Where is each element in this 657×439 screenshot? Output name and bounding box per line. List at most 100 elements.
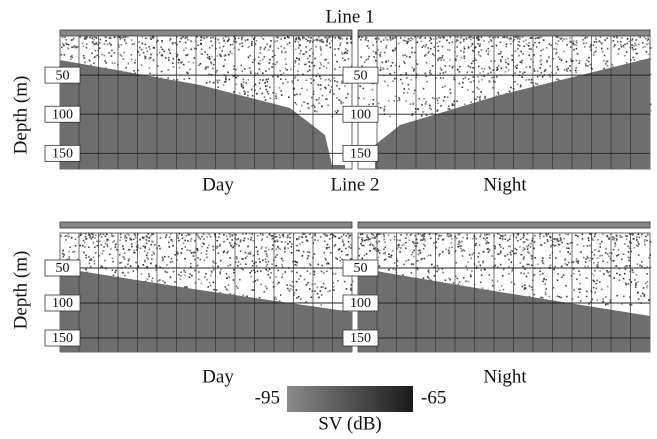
echo-dot — [449, 108, 451, 110]
echo-dot — [304, 64, 306, 66]
echo-dot — [311, 297, 313, 299]
echo-dot — [537, 76, 539, 78]
echo-dot — [400, 247, 402, 249]
echo-dot — [524, 268, 526, 270]
echo-dot — [397, 239, 399, 241]
echo-dot — [586, 291, 588, 293]
echo-dot — [325, 79, 327, 81]
echo-dot — [170, 261, 172, 263]
echo-dot — [406, 234, 408, 236]
echo-dot — [438, 50, 440, 52]
echo-dot — [556, 36, 558, 38]
echo-dot — [411, 233, 413, 235]
echo-dot — [109, 254, 111, 256]
echo-dot — [486, 50, 488, 52]
echo-dot — [267, 270, 269, 272]
echo-dot — [440, 235, 442, 237]
echo-dot — [147, 233, 149, 235]
echo-dot — [175, 42, 177, 44]
echo-dot — [131, 243, 133, 245]
echo-dot — [93, 62, 95, 64]
echo-dot — [65, 39, 67, 41]
echo-dot — [303, 101, 305, 103]
echo-dot — [626, 238, 628, 240]
echo-dot — [219, 42, 221, 44]
echo-dot — [434, 275, 436, 277]
echo-dot — [95, 56, 97, 58]
echo-dot — [480, 43, 482, 45]
echo-dot — [472, 43, 474, 45]
echo-dot — [500, 246, 502, 248]
echo-dot — [209, 58, 211, 60]
echo-dot — [92, 42, 94, 44]
echo-dot — [121, 262, 123, 264]
echo-dot — [324, 37, 326, 39]
echo-dot — [545, 292, 547, 294]
echo-dot — [219, 47, 221, 49]
echo-dot — [618, 249, 620, 251]
echo-dot — [71, 47, 73, 49]
echo-dot — [345, 254, 347, 256]
echo-dot — [543, 39, 545, 41]
echo-dot — [502, 275, 504, 277]
echo-dot — [256, 265, 258, 267]
echo-dot — [363, 245, 365, 247]
echo-dot — [239, 279, 241, 281]
echo-dot — [107, 246, 109, 248]
echo-dot — [587, 266, 589, 268]
echo-dot — [458, 283, 460, 285]
echo-dot — [540, 233, 542, 235]
echo-dot — [647, 285, 649, 287]
echo-dot — [618, 53, 620, 55]
echo-dot — [348, 241, 350, 243]
echo-dot — [206, 36, 208, 38]
echo-dot — [365, 36, 367, 38]
echo-dot — [375, 38, 377, 40]
echo-dot — [104, 260, 106, 262]
echo-dot — [634, 279, 636, 281]
echo-dot — [188, 78, 190, 80]
y-tick-label: 50 — [354, 68, 368, 83]
echo-dot — [459, 245, 461, 247]
echo-dot — [101, 244, 103, 246]
echo-dot — [304, 279, 306, 281]
echo-dot — [521, 62, 523, 64]
echo-dot — [243, 240, 245, 242]
echo-dot — [540, 274, 542, 276]
echo-dot — [456, 238, 458, 240]
echo-dot — [392, 62, 394, 64]
echo-dot — [488, 251, 490, 253]
echo-dot — [608, 237, 610, 239]
echo-dot — [559, 251, 561, 253]
echo-dot — [404, 40, 406, 42]
echo-dot — [84, 62, 86, 64]
echo-dot — [223, 40, 225, 42]
echo-dot — [226, 235, 228, 237]
echo-dot — [383, 39, 385, 41]
echo-dot — [105, 40, 107, 42]
echo-dot — [109, 37, 111, 39]
echo-dot — [99, 47, 101, 49]
echo-dot — [646, 51, 648, 53]
echo-dot — [272, 76, 274, 78]
echo-dot — [503, 269, 505, 271]
echo-dot — [521, 60, 523, 62]
echo-dot — [91, 233, 93, 235]
echo-dot — [394, 236, 396, 238]
echo-dot — [613, 239, 615, 241]
echo-dot — [233, 269, 235, 271]
echo-dot — [462, 255, 464, 257]
echo-dot — [106, 241, 108, 243]
echo-dot — [485, 239, 487, 241]
echo-dot — [647, 234, 649, 236]
echo-dot — [307, 258, 309, 260]
echo-dot — [152, 278, 154, 280]
echo-dot — [443, 59, 445, 61]
echo-dot — [624, 273, 626, 275]
echo-dot — [478, 261, 480, 263]
echo-dot — [159, 248, 161, 250]
echo-dot — [131, 59, 133, 61]
echo-dot — [211, 45, 213, 47]
echo-dot — [150, 38, 152, 40]
echo-dot — [524, 241, 526, 243]
